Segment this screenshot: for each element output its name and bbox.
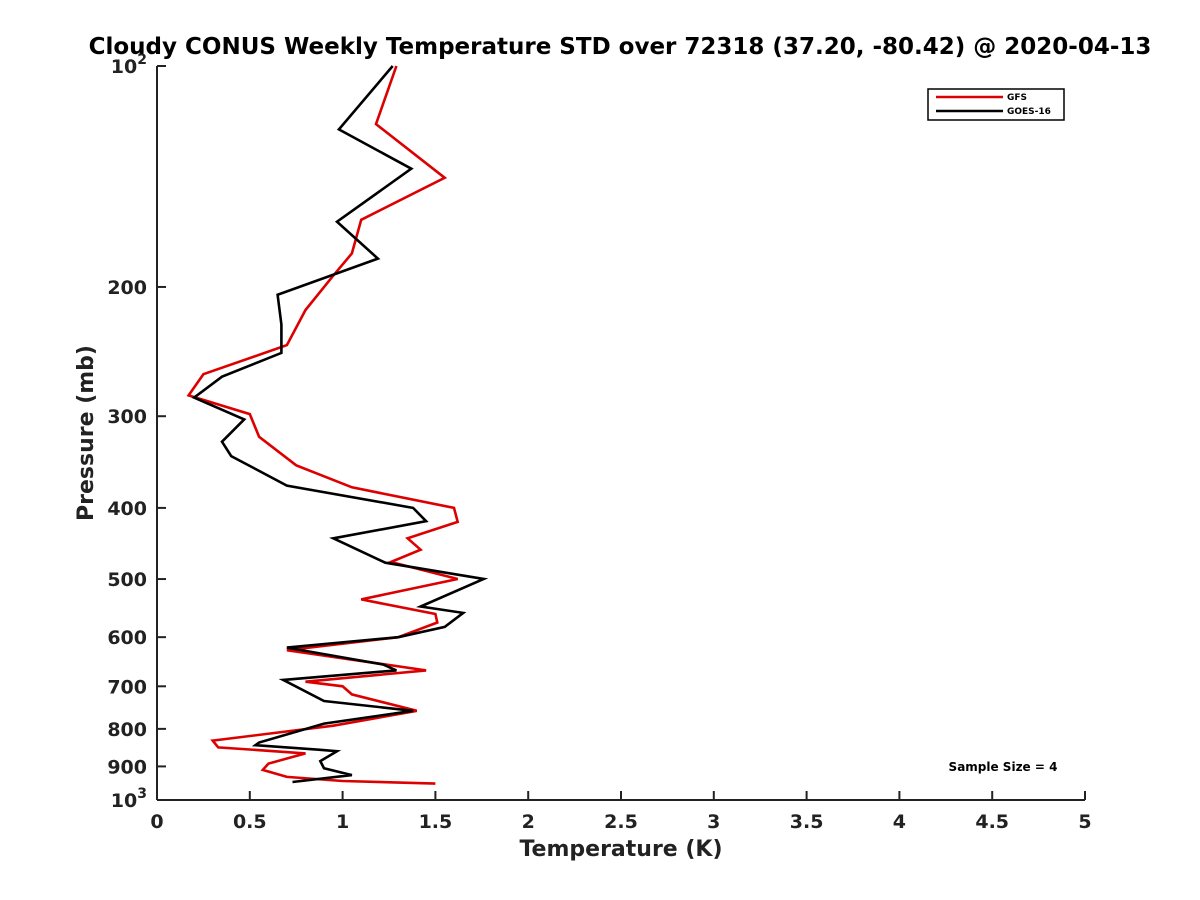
- series-line-gfs: [186, 65, 460, 785]
- y-tick-base: 10: [111, 56, 137, 78]
- y-tick-label: 200: [107, 277, 147, 299]
- x-tick-label: 0: [150, 811, 163, 833]
- x-tick-label: 2.5: [604, 811, 638, 833]
- y-tick-base: 10: [111, 790, 137, 812]
- y-tick-exponent: 3: [137, 786, 147, 802]
- x-tick-label: 3: [707, 811, 720, 833]
- y-tick-label: 700: [107, 676, 147, 698]
- y-tick-label: 400: [107, 498, 147, 520]
- plot-area: [157, 66, 1085, 800]
- x-ticks: 0 0.5 1 1.5 2 2.5 3 3.5 4 4.5 5: [150, 791, 1092, 833]
- y-tick-label: 900: [107, 756, 147, 778]
- x-tick-label: 1: [336, 811, 349, 833]
- y-tick-label-power: 102: [111, 52, 147, 78]
- chart-title: Cloudy CONUS Weekly Temperature STD over…: [89, 34, 1152, 60]
- legend-label: GFS: [1007, 93, 1027, 103]
- series-layer: [186, 65, 489, 785]
- y-tick-label-power: 103: [111, 786, 147, 812]
- y-tick-label: 800: [107, 719, 147, 741]
- y-tick-exponent: 2: [137, 52, 147, 68]
- legend-box: [927, 88, 1065, 121]
- legend: GFS GOES-16: [927, 88, 1065, 121]
- x-tick-label: 0.5: [233, 811, 267, 833]
- x-tick-label: 1.5: [419, 811, 453, 833]
- x-tick-label: 2: [522, 811, 535, 833]
- y-tick-label: 600: [107, 627, 147, 649]
- x-axis-label: Temperature (K): [519, 837, 722, 862]
- x-tick-label: 4: [893, 811, 906, 833]
- y-axis-label: Pressure (mb): [74, 345, 99, 521]
- series-line-goes-16: [191, 65, 489, 784]
- y-tick-label: 300: [107, 406, 147, 428]
- x-tick-label: 5: [1078, 811, 1091, 833]
- x-tick-label: 3.5: [790, 811, 824, 833]
- sample-size-annotation: Sample Size = 4: [949, 760, 1058, 774]
- legend-items: GFS GOES-16: [936, 93, 1051, 117]
- legend-label: GOES-16: [1007, 107, 1051, 117]
- x-tick-label: 4.5: [975, 811, 1009, 833]
- y-tick-label: 500: [107, 569, 147, 591]
